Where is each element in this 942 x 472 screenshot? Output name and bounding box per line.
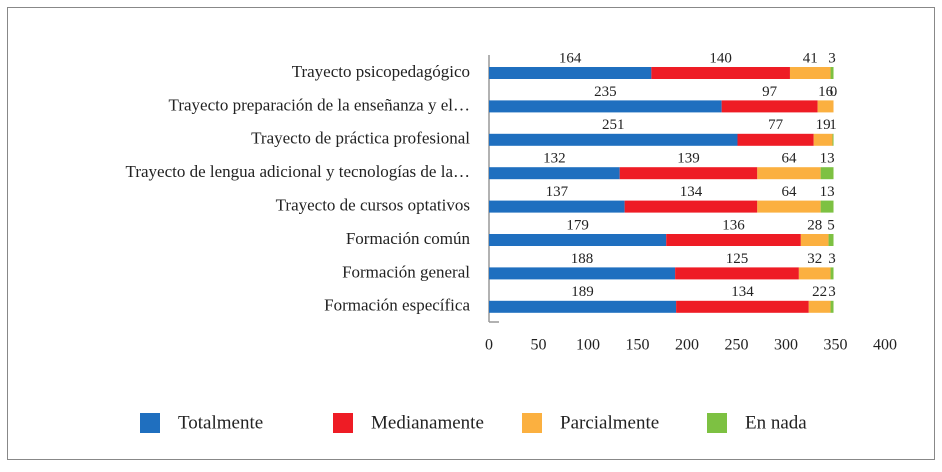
- value-label: 137: [546, 184, 569, 200]
- legend-swatch: [333, 413, 353, 433]
- legend-label: Parcialmente: [560, 412, 659, 433]
- bar-segment: [828, 234, 834, 246]
- value-label: 64: [781, 184, 797, 200]
- category-label: Formación específica: [324, 296, 470, 315]
- value-label: 3: [828, 50, 836, 66]
- x-tick-label: 350: [824, 337, 848, 354]
- bar-segment: [489, 167, 620, 180]
- bar-segment: [800, 234, 829, 246]
- value-label: 125: [726, 251, 749, 267]
- bar-segment: [757, 167, 821, 180]
- value-label: 3: [828, 284, 836, 300]
- x-tick-label: 0: [485, 337, 493, 354]
- bar-segment: [489, 133, 738, 146]
- value-label: 134: [680, 184, 703, 200]
- x-tick-label: 300: [774, 337, 798, 354]
- bar-segment: [666, 234, 801, 246]
- legend-swatch: [140, 413, 160, 433]
- legend-label: Medianamente: [371, 412, 484, 433]
- value-label: 22: [812, 284, 827, 300]
- value-label: 179: [566, 217, 589, 233]
- bar-segment: [789, 67, 831, 79]
- x-tick-label: 150: [626, 337, 650, 354]
- category-label: Trayecto de cursos optativos: [276, 196, 470, 215]
- bar-segment: [757, 200, 821, 213]
- bar-segment: [489, 267, 676, 280]
- bar-segment: [798, 267, 831, 280]
- bar-segment: [619, 167, 758, 180]
- legend-swatch: [522, 413, 542, 433]
- value-label: 16: [818, 84, 834, 100]
- value-label: 188: [571, 251, 594, 267]
- bar-segment: [737, 133, 814, 146]
- value-label: 1: [829, 117, 837, 133]
- bar-segment: [830, 267, 834, 280]
- value-label: 13: [820, 184, 835, 200]
- value-label: 19: [816, 117, 831, 133]
- category-label: Formación común: [346, 229, 471, 248]
- value-label: 251: [602, 117, 625, 133]
- value-label: 139: [677, 151, 700, 167]
- value-label: 32: [807, 251, 822, 267]
- bar-segment: [675, 267, 799, 280]
- bar-segment: [830, 67, 834, 79]
- value-label: 189: [571, 284, 594, 300]
- frame: [7, 7, 935, 460]
- bar-segment: [820, 167, 834, 180]
- bar-segment: [489, 200, 625, 213]
- value-label: 77: [768, 117, 784, 133]
- value-label: 97: [762, 84, 778, 100]
- value-label: 0: [830, 84, 838, 100]
- bar-segment: [813, 133, 833, 146]
- x-tick-label: 100: [576, 337, 600, 354]
- value-label: 5: [827, 217, 835, 233]
- x-tick-label: 250: [725, 337, 749, 354]
- legend-label: En nada: [745, 412, 807, 433]
- bar-segment: [817, 100, 834, 113]
- legend-swatch: [707, 413, 727, 433]
- bar-segment: [489, 67, 652, 79]
- bar-segment: [651, 67, 790, 79]
- bar-segment: [830, 300, 834, 313]
- bar-segment: [489, 300, 677, 313]
- bar-segment: [489, 234, 667, 246]
- value-label: 140: [709, 50, 732, 66]
- bar-segment: [820, 200, 834, 213]
- bar-segment: [489, 100, 722, 113]
- value-label: 235: [594, 84, 617, 100]
- value-label: 136: [722, 217, 745, 233]
- category-label: Trayecto psicopedagógico: [292, 62, 470, 81]
- category-label: Trayecto de práctica profesional: [251, 129, 470, 148]
- value-label: 132: [543, 151, 566, 167]
- x-tick-label: 50: [531, 337, 547, 354]
- bar-segment: [832, 133, 834, 146]
- value-label: 28: [807, 217, 822, 233]
- bar-segment: [721, 100, 818, 113]
- value-label: 41: [803, 50, 818, 66]
- x-tick-label: 400: [873, 337, 897, 354]
- value-label: 134: [731, 284, 754, 300]
- bar-segment: [676, 300, 809, 313]
- value-label: 64: [781, 151, 797, 167]
- bar-segment: [808, 300, 831, 313]
- category-label: Formación general: [342, 262, 470, 281]
- x-tick-label: 200: [675, 337, 699, 354]
- legend-label: Totalmente: [178, 412, 263, 433]
- value-label: 164: [559, 50, 582, 66]
- value-label: 13: [820, 151, 835, 167]
- category-label: Trayecto preparación de la enseñanza y e…: [169, 95, 470, 114]
- category-label: Trayecto de lengua adicional y tecnologí…: [126, 162, 470, 181]
- value-label: 3: [828, 251, 836, 267]
- bar-segment: [624, 200, 758, 213]
